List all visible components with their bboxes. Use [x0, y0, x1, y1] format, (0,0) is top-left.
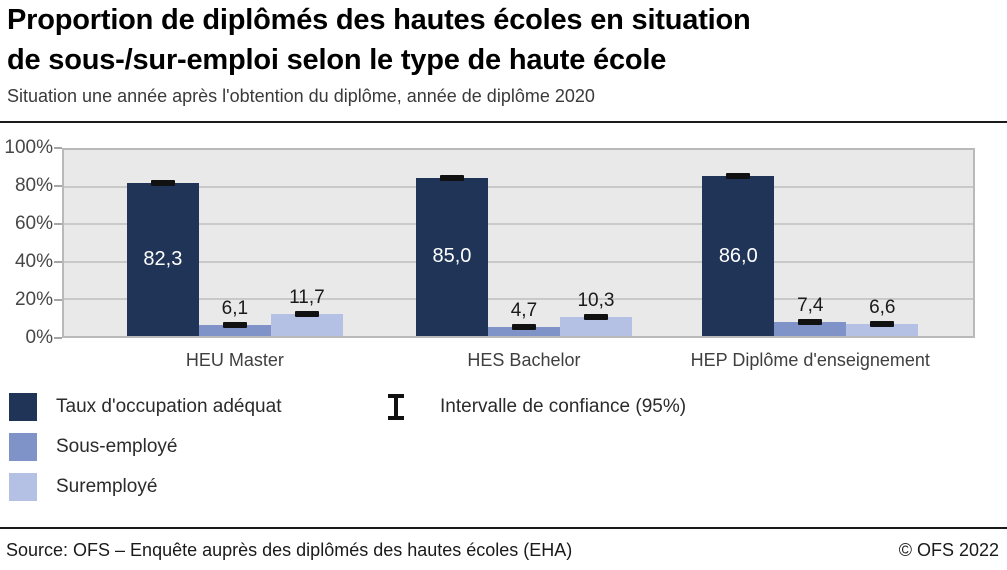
- confidence-interval-marker: [726, 173, 751, 180]
- top-divider: [0, 121, 1007, 123]
- y-axis-tick: [54, 261, 62, 263]
- page-title: Proportion de diplômés des hautes écoles…: [7, 0, 1000, 80]
- y-axis-label: 100%: [4, 137, 53, 158]
- bar-suremploye: [846, 323, 919, 336]
- y-axis-tick: [54, 337, 62, 339]
- legend-swatch: [9, 433, 37, 461]
- ci-legend: Intervalle de confiance (95%): [385, 393, 686, 421]
- y-axis-label: 20%: [14, 289, 53, 310]
- y-axis-tick: [54, 185, 62, 187]
- bar-value-label: 86,0: [718, 244, 758, 267]
- confidence-interval-icon: [388, 394, 404, 420]
- legend-label: Taux d'occupation adéquat: [56, 396, 282, 417]
- y-axis-tick: [54, 299, 62, 301]
- legend-swatch: [9, 393, 37, 421]
- chart-subtitle: Situation une année après l'obtention du…: [7, 86, 595, 106]
- footer: Source: OFS – Enquête auprès des diplômé…: [6, 540, 999, 561]
- y-axis-label: 0%: [25, 327, 53, 348]
- bar-sous-employe: [774, 322, 847, 336]
- ci-legend-label: Intervalle de confiance (95%): [440, 396, 687, 417]
- axis-category-label: HES Bachelor: [467, 350, 581, 370]
- bar-value-label: 85,0: [432, 245, 472, 268]
- plot-area: 82,3 6,1 11,7 85,0 4,7 10,3 86,0 7,4 6,6: [62, 148, 975, 338]
- confidence-interval-marker: [511, 324, 536, 331]
- gridline: [64, 186, 973, 189]
- legend-item-taux-occupation-adequat: Taux d'occupation adéquat: [9, 393, 281, 421]
- header: Proportion de diplômés des hautes écoles…: [7, 0, 1000, 107]
- bar-taux-occupation-adequat: 85,0: [415, 177, 488, 336]
- legend-item-suremploye: Suremployé: [9, 473, 281, 501]
- confidence-interval-marker: [798, 319, 823, 326]
- bar-value-label: 6,6: [869, 296, 896, 318]
- legend: Taux d'occupation adéquat Sous-employé Sur…: [9, 393, 281, 513]
- bar-sous-employe: [487, 327, 560, 336]
- y-axis-tick: [54, 147, 62, 149]
- page-title-line2: de sous-/sur-emploi selon le type de hau…: [7, 44, 667, 76]
- y-axis-tick: [54, 223, 62, 225]
- bar-taux-occupation-adequat: 86,0: [702, 176, 775, 336]
- gridline: [64, 260, 973, 263]
- gridline: [64, 223, 973, 226]
- bar-value-label: 11,7: [289, 287, 325, 309]
- bar-value-label: 82,3: [143, 247, 183, 270]
- confidence-interval-marker: [870, 320, 895, 327]
- bar-sous-employe: [198, 324, 271, 336]
- bar-value-label: 6,1: [221, 297, 249, 319]
- y-axis-label: 60%: [14, 213, 53, 234]
- legend-label: Sous-employé: [56, 436, 178, 457]
- confidence-interval-marker: [439, 174, 464, 181]
- bar-value-label: 10,3: [577, 289, 615, 311]
- legend-swatch: [9, 473, 37, 501]
- y-axis-label: 80%: [14, 175, 53, 196]
- bar-value-label: 7,4: [797, 295, 824, 317]
- source-text: Source: OFS – Enquête auprès des diplômé…: [6, 540, 573, 560]
- bar-chart: 82,3 6,1 11,7 85,0 4,7 10,3 86,0 7,4 6,6 100% 80%…: [0, 135, 1007, 380]
- bar-taux-occupation-adequat: 82,3: [126, 182, 199, 336]
- axis-category-label: HEP Diplôme d'enseignement: [690, 350, 930, 370]
- bar-value-label: 4,7: [510, 300, 538, 322]
- y-axis-label: 40%: [14, 251, 53, 272]
- bar-suremploye: [270, 314, 343, 336]
- page-title-line1: Proportion de diplômés des hautes écoles…: [7, 4, 751, 36]
- bar-suremploye: [559, 316, 632, 336]
- confidence-interval-marker: [583, 313, 608, 320]
- bottom-divider: [0, 527, 1007, 529]
- legend-label: Suremployé: [56, 476, 158, 497]
- confidence-interval-marker: [294, 311, 319, 318]
- confidence-interval-marker: [222, 321, 247, 328]
- copyright-text: © OFS 2022: [898, 540, 999, 560]
- confidence-interval-marker: [150, 179, 175, 186]
- axis-category-label: HEU Master: [185, 350, 284, 370]
- legend-item-sous-employe: Sous-employé: [9, 433, 281, 461]
- gridline: [64, 297, 973, 300]
